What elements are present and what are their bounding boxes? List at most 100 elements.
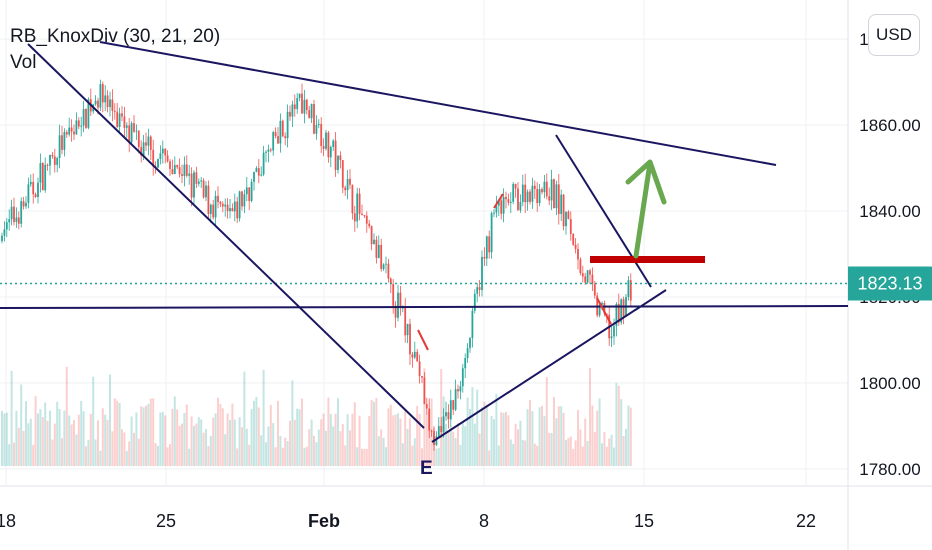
- candle-body: [279, 120, 282, 144]
- volume-bar: [245, 428, 248, 466]
- candle-body: [303, 99, 306, 114]
- candle-body: [421, 375, 423, 378]
- volume-label[interactable]: Vol: [10, 52, 37, 73]
- volume-bar: [135, 412, 138, 466]
- candle-body: [428, 408, 431, 431]
- upper-resistance-trendline[interactable]: [99, 41, 777, 166]
- candles: [1, 79, 632, 451]
- volume-bar: [346, 414, 349, 466]
- candle-body: [75, 120, 78, 135]
- volume-bar: [505, 411, 507, 466]
- time-tick-label: 22: [796, 511, 816, 531]
- volume-bar: [572, 449, 575, 466]
- volume-bar: [113, 398, 116, 466]
- volume-bar: [601, 443, 603, 466]
- volume-bar: [493, 419, 495, 466]
- volume-bar: [322, 413, 325, 466]
- horizontal-support-line[interactable]: [0, 305, 849, 309]
- candle-body: [572, 234, 575, 245]
- candle-body: [8, 219, 11, 223]
- volume-bar: [27, 423, 30, 466]
- volume-bar: [137, 438, 140, 466]
- volume-bar: [37, 413, 39, 466]
- candle-body: [377, 244, 380, 258]
- volume-bar: [195, 423, 198, 466]
- candle-body: [39, 162, 42, 183]
- candle-body: [17, 217, 20, 224]
- volume-bar: [399, 418, 402, 466]
- volume-bar: [406, 428, 409, 466]
- time-axis[interactable]: 18 25 Feb 8 15 22: [0, 511, 816, 531]
- candle-body: [166, 155, 169, 162]
- volume-bar: [17, 427, 20, 466]
- candle-body: [178, 167, 181, 175]
- price-axis[interactable]: 1780.001800.001820.001840.001860.001880.…: [859, 30, 920, 479]
- resistance-zone[interactable]: [590, 256, 705, 263]
- candle-body: [589, 270, 591, 275]
- candle-body: [517, 188, 519, 211]
- volume-bar: [327, 397, 330, 466]
- descending-trendline[interactable]: [27, 43, 425, 429]
- candle-body: [409, 323, 411, 355]
- volume-bar: [39, 409, 42, 466]
- trendlines[interactable]: [0, 41, 849, 443]
- volume-bar: [490, 416, 493, 466]
- time-tick-label: 25: [156, 511, 176, 531]
- candle-body: [289, 111, 291, 117]
- volume-bar: [447, 430, 450, 466]
- volume-bar: [207, 445, 210, 466]
- volume-bar: [473, 423, 476, 466]
- candle-body: [509, 201, 512, 203]
- candle-body: [207, 185, 210, 214]
- volume-bar: [339, 431, 342, 466]
- candle-body: [190, 173, 193, 198]
- candle-body: [490, 213, 493, 253]
- volume-bar: [89, 413, 92, 466]
- indicator-label[interactable]: RB_KnoxDiv (30, 21, 20): [10, 26, 221, 47]
- volume-bar: [80, 400, 83, 466]
- volume-bar: [332, 426, 335, 466]
- volume-bar: [370, 400, 373, 466]
- volume-bar: [157, 445, 159, 466]
- candle-body: [469, 338, 471, 349]
- candle-body: [385, 263, 387, 265]
- volume-bar: [298, 409, 301, 466]
- candle-body: [44, 164, 47, 191]
- volume-bar: [507, 415, 510, 466]
- volume-bar: [553, 397, 555, 466]
- candle-body: [437, 426, 440, 437]
- candle-body: [113, 110, 116, 112]
- candle-body: [310, 104, 313, 119]
- candle-body: [97, 100, 99, 108]
- volume-bar: [538, 407, 541, 466]
- time-tick-label: 15: [634, 511, 654, 531]
- rising-support-trendline[interactable]: [431, 289, 667, 443]
- candle-body: [243, 194, 246, 207]
- divergence-marks: [417, 193, 612, 351]
- candle-body: [596, 295, 599, 316]
- candle-body: [10, 206, 13, 220]
- candle-body: [526, 191, 529, 203]
- volume-bar: [176, 409, 179, 466]
- volume-bar: [548, 432, 551, 466]
- candle-body: [20, 201, 23, 224]
- volume-bar: [32, 444, 35, 466]
- candle-body: [389, 278, 392, 284]
- candle-body: [176, 165, 179, 168]
- volume-bar: [605, 446, 608, 466]
- volume-bar: [361, 448, 363, 466]
- candle-body: [200, 180, 203, 182]
- volume-bar: [178, 425, 181, 466]
- candle-body: [99, 84, 102, 108]
- volume-bar: [154, 443, 157, 466]
- candle-body: [308, 110, 311, 119]
- candle-body: [565, 211, 567, 227]
- volume-bar: [373, 401, 375, 466]
- candle-body: [337, 155, 339, 170]
- currency-button[interactable]: USD: [868, 14, 920, 56]
- volume-bar: [77, 414, 80, 466]
- candle-body: [185, 164, 188, 176]
- candle-body: [442, 416, 445, 433]
- volume-bar: [212, 417, 215, 466]
